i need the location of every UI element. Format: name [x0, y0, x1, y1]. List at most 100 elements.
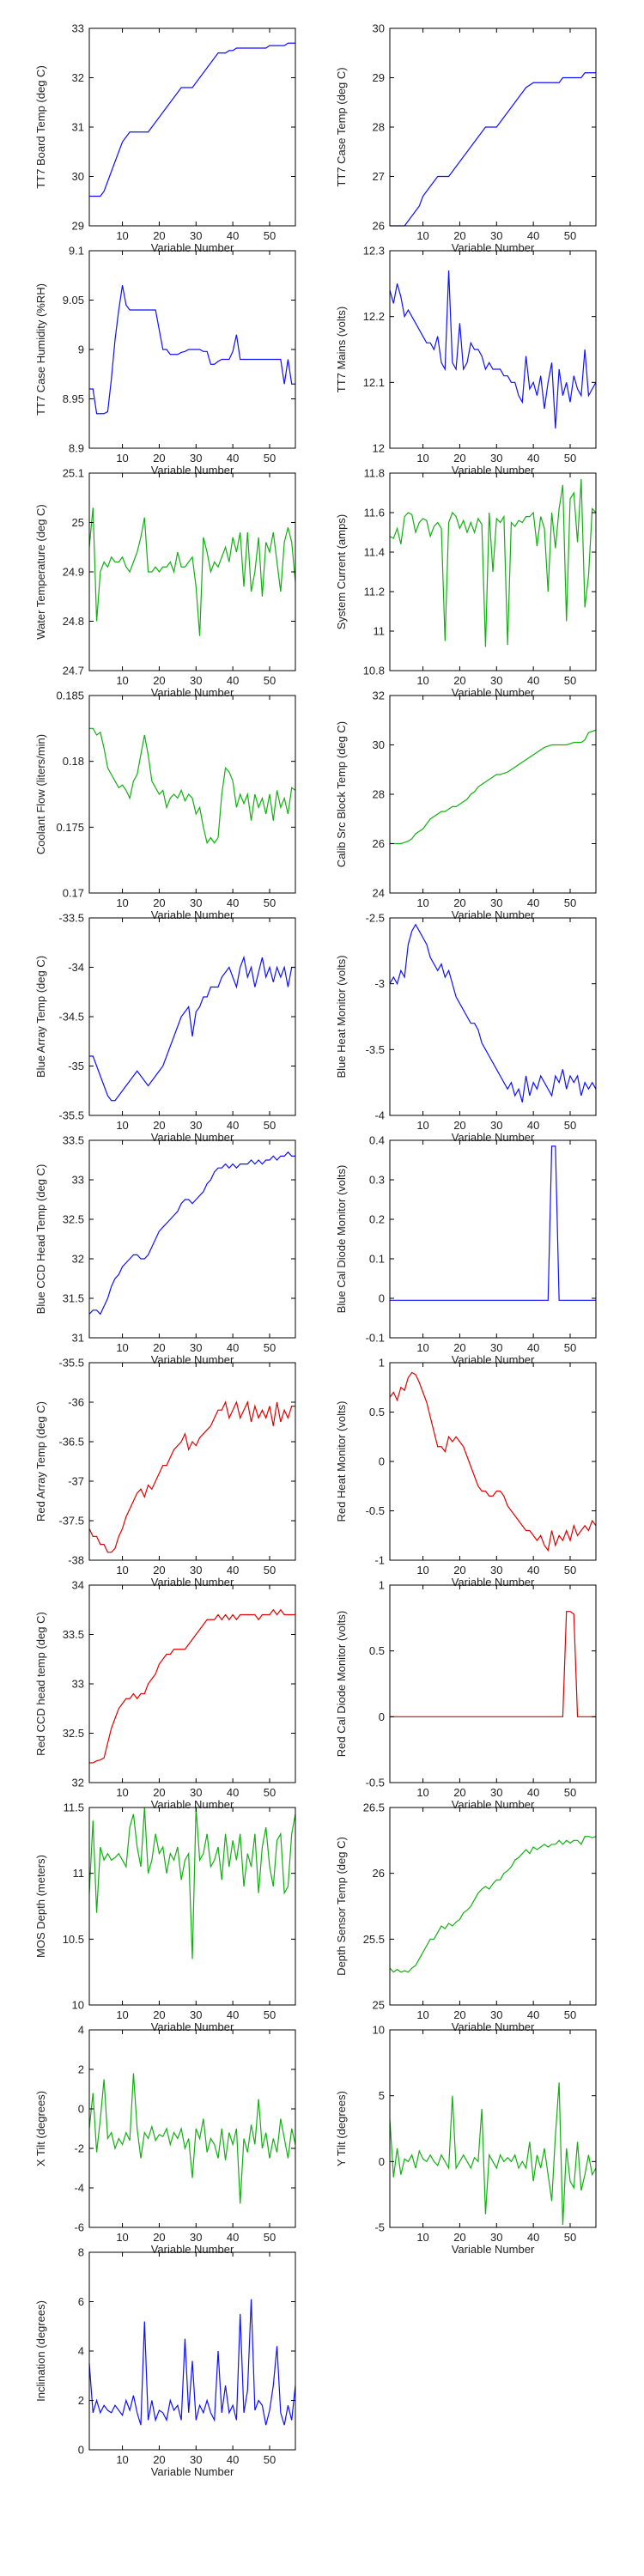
chart-19: 10 20 30 40 50 -6 -4 -2 0 2 4 Variable Number X Tilt…: [34, 2024, 296, 2256]
chart-14-x-tick-label: 10: [416, 1564, 428, 1577]
chart-6-x-tick-label: 10: [416, 674, 428, 687]
chart-15-y-tick-label: 32.5: [63, 1727, 84, 1740]
chart-15-series-line: [89, 1608, 295, 1764]
chart-2-x-tick-label: 10: [416, 229, 428, 242]
chart-12-y-tick-label: 0.1: [369, 1253, 385, 1266]
chart-21-y-axis-label: Inclination (degrees): [34, 2300, 47, 2402]
chart-3-x-tick-label: 10: [116, 452, 128, 465]
chart-4: 10 20 30 40 50 12 12.1 12.2 12.3 Variable Number T…: [335, 245, 597, 477]
chart-7-y-tick-label: 0.175: [56, 821, 84, 834]
chart-5-x-tick-label: 20: [153, 674, 165, 687]
chart-3-x-axis-label: Variable Number: [151, 464, 234, 477]
chart-21-y-tick-label: 2: [78, 2394, 84, 2407]
chart-13-x-tick-label: 50: [264, 1564, 276, 1577]
chart-5-y-tick-label: 25.1: [63, 467, 84, 480]
chart-12-y-axis-label: Blue Cal Diode Monitor (volts): [335, 1165, 348, 1314]
chart-7-x-tick-label: 40: [227, 896, 239, 909]
chart-8-series-line: [390, 729, 597, 845]
chart-9-y-tick-label: -33.5: [58, 912, 84, 925]
chart-5-y-tick-label: 24.7: [63, 665, 84, 677]
chart-10-y-tick-label: -4: [374, 1109, 385, 1122]
chart-10-x-tick-label: 20: [453, 1119, 465, 1132]
chart-21-x-tick-label: 20: [153, 2453, 165, 2466]
chart-4-plot-frame: [389, 250, 597, 449]
chart-3: 10 20 30 40 50 8.9 8.95 9 9.05 9.1 Variable Number…: [34, 245, 296, 477]
chart-13: 10 20 30 40 50 -38 -37.5 -37 -36.5 -36 -35.5 Variab…: [34, 1357, 296, 1589]
chart-19-y-tick-label: -4: [74, 2182, 84, 2195]
chart-19-x-axis-label: Variable Number: [151, 2243, 234, 2256]
chart-15-y-tick-label: 32: [72, 1777, 84, 1789]
chart-20-x-tick-label: 30: [490, 2231, 502, 2244]
chart-17-x-tick-label: 40: [227, 2008, 239, 2021]
chart-18-x-tick-label: 50: [564, 2008, 576, 2021]
chart-18-x-tick-label: 10: [416, 2008, 428, 2021]
chart-14-x-tick-label: 30: [490, 1564, 502, 1577]
chart-21-plot-frame: [88, 2251, 296, 2451]
chart-14-series-line: [389, 1371, 597, 1552]
chart-19-y-tick-label: 2: [78, 2063, 84, 2076]
chart-20-x-axis-label: Variable Number: [452, 2243, 535, 2256]
chart-19-x-tick-label: 20: [153, 2231, 165, 2244]
chart-6-y-tick-label: 10.8: [363, 665, 385, 677]
chart-12-y-tick-label: -0.1: [366, 1332, 385, 1345]
chart-7-x-axis-label: Variable Number: [151, 908, 234, 921]
chart-8-y-axis-label: Calib Src Block Temp (deg C): [335, 721, 348, 867]
chart-14-y-tick-label: 1: [379, 1357, 385, 1370]
chart-6-series-line: [389, 478, 597, 647]
chart-6-x-axis-label: Variable Number: [452, 686, 535, 699]
chart-7-y-tick-label: 0.18: [63, 755, 84, 768]
chart-20-y-tick-label: 10: [373, 2024, 385, 2037]
chart-11-y-tick-label: 32.5: [63, 1213, 84, 1226]
chart-17-plot-frame: [88, 1807, 296, 2006]
chart-10-x-tick-label: 50: [564, 1119, 576, 1132]
chart-19-series-line: [88, 2073, 296, 2204]
chart-14-y-tick-label: -0.5: [366, 1504, 385, 1517]
chart-17-x-tick-label: 50: [264, 2008, 276, 2021]
chart-9-x-tick-label: 30: [190, 1119, 202, 1132]
chart-3-x-tick-label: 50: [264, 452, 276, 465]
chart-11-x-tick-label: 20: [153, 1341, 165, 1354]
chart-8-x-tick-label: 20: [453, 896, 465, 909]
chart-6-x-tick-label: 40: [527, 674, 539, 687]
chart-6-y-tick-label: 11.4: [364, 546, 385, 559]
chart-1-y-tick-label: 33: [72, 22, 84, 35]
chart-1: 10 20 30 40 50 29 30 31 32 33 Variable Number TT7 B…: [34, 22, 296, 254]
chart-7-x-tick-label: 10: [116, 896, 128, 909]
chart-3-x-tick-label: 40: [227, 452, 239, 465]
chart-8-y-tick-label: 24: [373, 887, 385, 900]
chart-20-x-tick-label: 50: [564, 2231, 576, 2244]
chart-14-y-axis-label: Red Heat Monitor (volts): [335, 1401, 348, 1522]
chart-8-y-tick-label: 32: [373, 690, 385, 702]
chart-13-x-tick-label: 40: [227, 1564, 239, 1577]
chart-5-series-line: [88, 507, 296, 636]
chart-3-y-axis-label: TT7 Case Humidity (%RH): [34, 283, 47, 416]
chart-1-x-tick-label: 50: [264, 229, 276, 242]
chart-3-x-tick-label: 20: [153, 452, 165, 465]
chart-5-x-tick-label: 40: [227, 674, 239, 687]
chart-6-y-tick-label: 11.6: [364, 507, 385, 519]
chart-6-y-tick-label: 11.2: [364, 586, 385, 598]
chart-8-plot-frame: [389, 695, 597, 894]
chart-5-y-axis-label: Water Temperature (deg C): [34, 504, 47, 640]
chart-14: 10 20 30 40 50 -1 -0.5 0 0.5 1 Variable Number Red …: [335, 1357, 597, 1589]
chart-17-y-tick-label: 10: [72, 1999, 84, 2012]
chart-1-plot-frame: [88, 27, 296, 227]
chart-7-plot-frame: [88, 695, 296, 894]
chart-11-y-tick-label: 31: [72, 1332, 84, 1345]
chart-9-x-axis-label: Variable Number: [151, 1131, 234, 1144]
chart-2-x-tick-label: 20: [453, 229, 465, 242]
chart-18-y-tick-label: 26: [373, 1867, 385, 1880]
chart-8-x-tick-label: 10: [416, 896, 428, 909]
chart-7-x-tick-label: 30: [190, 896, 202, 909]
chart-13-y-tick-label: -37: [68, 1475, 84, 1488]
chart-6-x-tick-label: 50: [564, 674, 576, 687]
chart-3-y-tick-label: 9: [78, 343, 84, 356]
chart-15-x-tick-label: 20: [153, 1786, 165, 1799]
chart-4-series-line: [389, 270, 597, 429]
chart-18-plot-frame: [389, 1807, 597, 2006]
chart-17-series-line: [88, 1807, 296, 1959]
chart-8-x-tick-label: 40: [527, 896, 539, 909]
chart-9-x-tick-label: 10: [116, 1119, 128, 1132]
chart-9-x-tick-label: 20: [153, 1119, 165, 1132]
